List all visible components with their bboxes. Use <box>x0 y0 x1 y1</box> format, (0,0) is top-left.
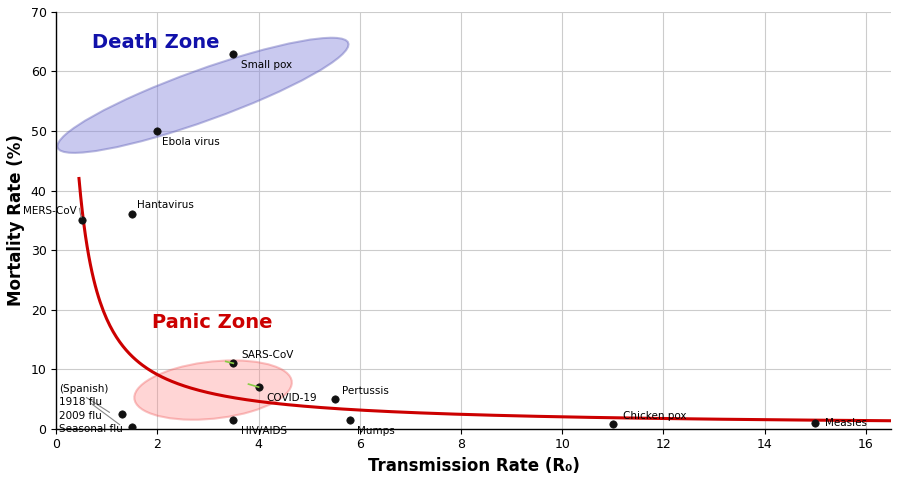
X-axis label: Transmission Rate (R₀): Transmission Rate (R₀) <box>367 457 579 475</box>
Y-axis label: Mortality Rate (%): Mortality Rate (%) <box>7 134 25 306</box>
Point <box>125 211 139 218</box>
Text: Measles: Measles <box>825 418 867 428</box>
Point <box>808 419 823 427</box>
Text: Death Zone: Death Zone <box>92 33 219 52</box>
Text: Panic Zone: Panic Zone <box>153 312 273 332</box>
Point <box>150 127 164 135</box>
Text: Mumps: Mumps <box>357 426 395 436</box>
Text: HIV/AIDS: HIV/AIDS <box>241 426 287 436</box>
Ellipse shape <box>57 38 348 153</box>
Point <box>251 383 266 391</box>
Text: MERS-CoV: MERS-CoV <box>22 206 76 215</box>
Point <box>75 216 89 224</box>
Text: Ebola virus: Ebola virus <box>163 137 220 147</box>
Text: COVID-19: COVID-19 <box>266 393 317 403</box>
Point <box>226 360 241 367</box>
Point <box>605 420 620 428</box>
Point <box>226 50 241 57</box>
Text: Hantavirus: Hantavirus <box>137 200 194 210</box>
Point <box>125 423 139 431</box>
Ellipse shape <box>135 361 292 420</box>
Text: Pertussis: Pertussis <box>342 386 389 396</box>
Point <box>327 395 341 403</box>
Text: SARS-CoV: SARS-CoV <box>241 350 294 361</box>
Text: Chicken pox: Chicken pox <box>623 411 686 421</box>
Point <box>115 410 129 418</box>
Text: (Spanish)
1918 flu
2009 flu
Seasonal flu: (Spanish) 1918 flu 2009 flu Seasonal flu <box>58 384 123 434</box>
Point <box>342 416 357 424</box>
Point <box>226 416 241 424</box>
Text: Small pox: Small pox <box>241 60 292 69</box>
